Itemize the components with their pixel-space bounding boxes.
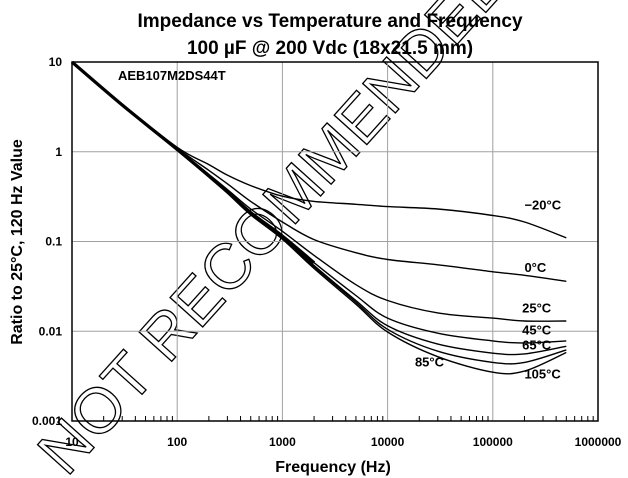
x-tick-label: 100000	[473, 435, 513, 449]
x-axis-label: Frequency (Hz)	[275, 459, 391, 476]
x-tick-label: 1000000	[575, 435, 622, 449]
series-label: 25°C	[522, 300, 552, 315]
x-tick-label: 10000	[371, 435, 405, 449]
y-tick-label: 1	[55, 145, 62, 159]
series-lines	[70, 60, 567, 375]
x-tick-label: 100	[167, 435, 187, 449]
y-tick-label: 0.01	[39, 324, 63, 338]
x-tick-labels: 10 100 1000 10000 100000 1000000	[65, 435, 621, 449]
y-tick-label: 10	[49, 55, 63, 69]
y-axis-label: Ratio to 25°C, 120 Hz Value	[9, 139, 26, 345]
plot-frame	[71, 61, 599, 422]
series-bundle-line	[70, 60, 316, 264]
series-label: 65°C	[522, 338, 552, 353]
series-label: 0°C	[524, 260, 546, 275]
series-label: −20°C	[524, 197, 561, 212]
grid-lines	[72, 62, 598, 421]
x-tick-label: 10	[65, 435, 79, 449]
series-label: 105°C	[524, 366, 561, 381]
y-tick-label: 0.1	[45, 235, 62, 249]
part-number-annotation: AEB107M2DS44T	[118, 68, 226, 83]
chart-subtitle: 100 µF @ 200 Vdc (18x21.5 mm)	[187, 38, 473, 59]
x-tick-label: 1000	[269, 435, 296, 449]
series-label: 45°C	[522, 323, 552, 338]
watermark-text: NOT RECOMMENDED	[24, 0, 524, 478]
y-tick-labels: 0.001 0.01 0.1 1 10	[32, 55, 62, 428]
chart-title: Impedance vs Temperature and Frequency	[137, 11, 522, 32]
minor-ticks	[103, 416, 594, 421]
series-label: 85°C	[415, 355, 445, 370]
series-labels: −20°C 0°C 25°C 45°C65°C 85°C 105°C	[415, 197, 562, 381]
y-tick-label: 0.001	[32, 414, 62, 428]
